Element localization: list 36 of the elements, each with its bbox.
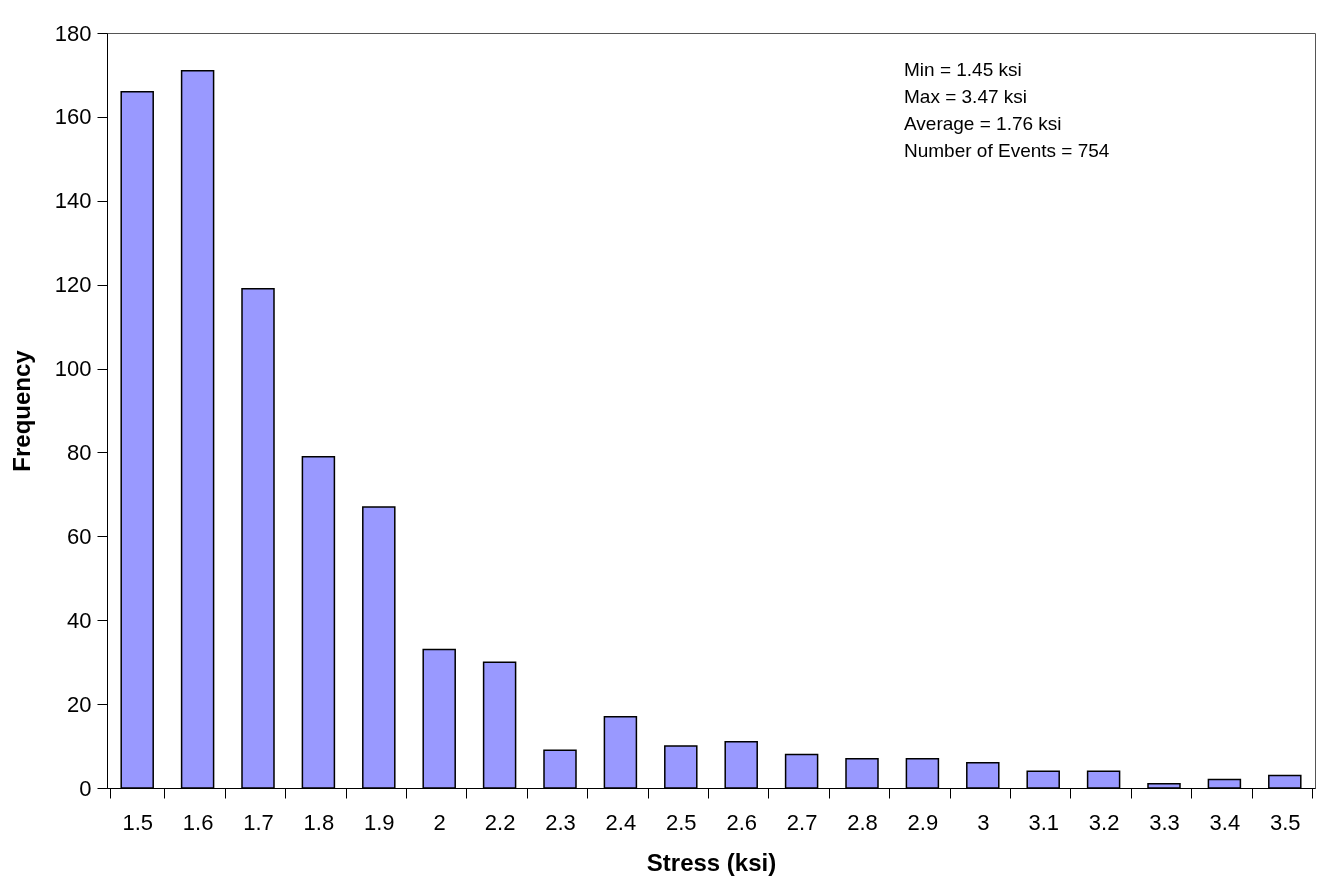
x-tick-label: 2 <box>433 809 446 835</box>
x-tick-label: 2.2 <box>484 809 516 835</box>
annotation: Min = 1.45 ksi <box>904 58 1022 80</box>
y-tick-label: 80 <box>67 439 92 465</box>
y-tick-label: 180 <box>54 20 92 46</box>
y-tick-label: 120 <box>54 272 92 298</box>
x-tick-label: 2.3 <box>545 809 576 835</box>
x-tick-label: 2.7 <box>786 809 818 835</box>
x-tick-label: 3.4 <box>1209 809 1241 835</box>
x-tick-label: 3.3 <box>1149 809 1180 835</box>
y-axis-title: Frequency <box>7 349 35 472</box>
annotation: Max = 3.47 ksi <box>904 85 1028 107</box>
y-tick-label: 140 <box>54 188 92 214</box>
y-tick-label: 20 <box>67 691 92 717</box>
x-tick-label: 1.5 <box>122 809 153 835</box>
x-tick-label: 1.8 <box>303 809 335 835</box>
x-tick-label: 3.5 <box>1270 809 1301 835</box>
x-tick-label: 3.2 <box>1088 809 1120 835</box>
annotation: Number of Events = 754 <box>904 139 1110 161</box>
x-tick-label: 1.9 <box>364 809 395 835</box>
x-tick-label: 2.9 <box>907 809 939 835</box>
y-tick-label: 160 <box>54 104 92 130</box>
x-tick-label: 2.6 <box>726 809 757 835</box>
x-tick-label: 3.1 <box>1028 809 1059 835</box>
y-tick-label: 40 <box>67 607 92 633</box>
x-tick-label: 1.6 <box>182 809 214 835</box>
x-tick-label: 2.8 <box>847 809 878 835</box>
y-tick-label: 60 <box>67 523 92 549</box>
annotation: Average = 1.76 ksi <box>904 112 1062 134</box>
x-tick-label: 2.4 <box>605 809 637 835</box>
x-tick-label: 1.7 <box>243 809 274 835</box>
y-tick-label: 0 <box>79 775 92 801</box>
x-tick-label: 3 <box>977 809 990 835</box>
x-axis-title: Stress (ksi) <box>646 848 777 876</box>
y-tick-label: 100 <box>54 356 92 382</box>
x-tick-label: 2.5 <box>666 809 697 835</box>
